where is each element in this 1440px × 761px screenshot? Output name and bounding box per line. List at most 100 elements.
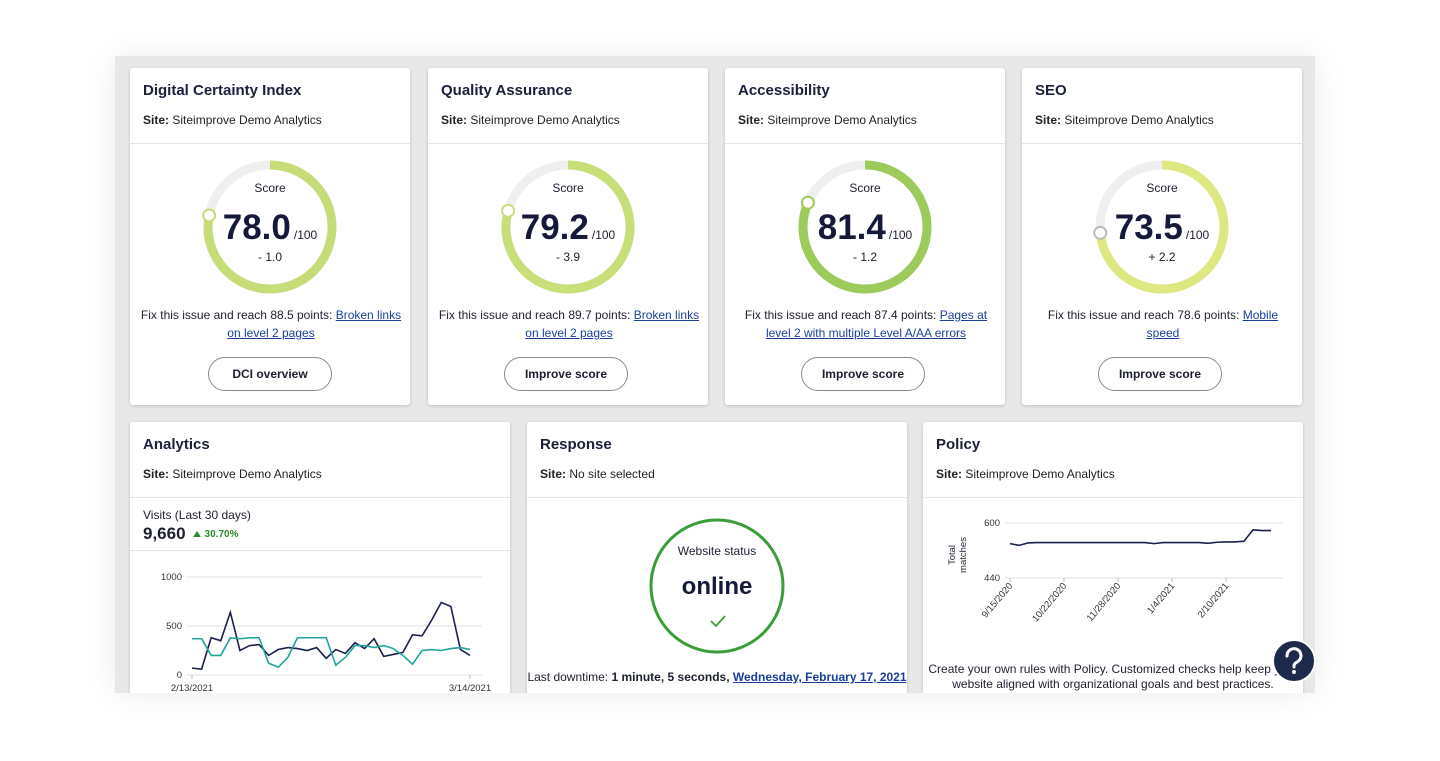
card-title: SEO [1035,82,1067,99]
site-line: Site: Siteimprove Demo Analytics [936,467,1115,481]
score-card: Accessibility Site: Siteimprove Demo Anal… [725,68,1005,405]
divider [130,550,510,551]
site-name: No site selected [569,467,655,481]
score-caption: Score [254,181,286,195]
card-title: Response [540,436,612,453]
score-card: Digital Certainty Index Site: Siteimprove… [130,68,410,405]
dashboard-panel: Digital Certainty Index Site: Siteimprove… [115,56,1315,693]
fix-label: Fix this issue and reach 78.6 points: [1047,308,1240,322]
response-card: Response Site: No site selected Website st… [527,422,907,693]
score-caption: Score [552,181,584,195]
metric-row: 9,660 30.70% [143,524,238,544]
downtime-label: Last downtime: [527,670,609,684]
fix-link[interactable]: Broken links on level 2 pages [525,308,700,340]
help-icon-dot[interactable] [1292,670,1296,674]
y-axis-label: Total matches [947,537,969,573]
score-max: /100 [888,228,913,242]
site-label: Site: [936,467,963,481]
x-tick-label: 2/10/2021 [1196,581,1232,620]
score-change: - 1.2 [852,250,877,264]
status-label: Website status [677,544,757,558]
fix-text: Fix this issue and reach 87.4 points: Pa… [735,306,997,342]
score-max: /100 [591,228,616,242]
policy-card: Policy Site: Siteimprove Demo Analytics 44… [923,422,1303,693]
gauge-marker [1093,225,1108,240]
score-max: /100 [293,228,318,242]
site-name: Siteimprove Demo Analytics [1064,113,1214,127]
x-tick-label: 11/28/2020 [1085,581,1124,624]
status-circle [649,518,785,654]
fix-text: Fix this issue and reach 89.7 points: Br… [438,306,700,342]
fix-label: Fix this issue and reach 88.5 points: [140,308,333,322]
gauge [501,160,635,294]
card-button[interactable]: Improve score [801,357,925,391]
gauge-arc [203,160,337,294]
score-row: 78.0/100 [130,208,410,248]
score-max: /100 [1185,228,1210,242]
gauge-arc [798,160,932,294]
card-button[interactable]: DCI overview [208,357,332,391]
divider [130,497,510,498]
fix-text: Fix this issue and reach 78.6 points: Mo… [1032,306,1294,342]
score-caption: Score [849,181,881,195]
gauge-marker [202,208,217,223]
series-line [191,601,471,670]
score-change: + 2.2 [1148,250,1176,264]
card-title: Digital Certainty Index [143,82,302,99]
site-line: Site: Siteimprove Demo Analytics [1035,113,1214,127]
card-title: Policy [936,436,981,453]
score-change: - 1.0 [257,250,282,264]
score-value: 73.5 [1114,208,1183,247]
policy-description: website aligned with organizational goal… [952,677,1274,691]
site-name: Siteimprove Demo Analytics [470,113,620,127]
fix-label: Fix this issue and reach 87.4 points: [744,308,937,322]
y-tick-label: 500 [166,621,182,632]
card-title: Accessibility [738,82,830,99]
analytics-card: Analytics Site: Siteimprove Demo Analytic… [130,422,510,693]
gauge [1093,160,1229,294]
score-value: 79.2 [520,208,589,247]
site-line: Site: No site selected [540,467,655,481]
y-tick-label: 600 [984,518,1000,529]
site-label: Site: [540,467,567,481]
help-icon[interactable] [1285,647,1303,669]
trend-arrow [192,531,201,537]
gauge [202,160,337,294]
card-title: Analytics [143,436,210,453]
analytics-chart: 0 500 1000 2/13/2021 3/14/2021 [161,572,491,693]
score-card: SEO Site: Siteimprove Demo Analytics Score… [1022,68,1302,405]
score-value: 78.0 [222,208,291,247]
card-button[interactable]: Improve score [504,357,628,391]
trend-arrow-shape [192,531,201,537]
status-check [710,615,726,628]
series-line [192,636,471,669]
site-line: Site: Siteimprove Demo Analytics [143,113,322,127]
card-button[interactable]: Improve score [1098,357,1222,391]
gauge-arc [501,160,635,294]
site-label: Site: [143,467,170,481]
site-label: Site: [1035,113,1062,127]
site-name: Siteimprove Demo Analytics [172,113,322,127]
gauge [798,160,932,294]
downtime-duration: 1 minute, 5 seconds, [611,670,730,684]
metric-label: Visits (Last 30 days) [143,508,251,522]
fix-link[interactable]: Mobile speed [1146,308,1279,340]
downtime-line: Last downtime: 1 minute, 5 seconds, Wedn… [527,670,907,684]
downtime-link[interactable]: Wednesday, February 17, 2021 [732,670,907,684]
fix-label: Fix this issue and reach 89.7 points: [438,308,631,322]
fix-link[interactable]: Broken links on level 2 pages [227,308,402,340]
y-tick-label: 0 [177,670,182,681]
policy-description: Create your own rules with Policy. Custo… [928,662,1298,676]
fix-text: Fix this issue and reach 88.5 points: Br… [140,306,402,342]
divider [1022,143,1302,144]
gauge-marker [501,203,516,218]
help-circle[interactable] [1272,639,1316,683]
score-row: 81.4/100 [725,208,1005,248]
status-ring [649,518,785,654]
fix-link[interactable]: Pages at level 2 with multiple Level A/A… [765,308,988,340]
y-tick-label: 440 [984,573,1000,584]
help-button[interactable] [1271,638,1317,684]
status-value: online [681,573,753,600]
divider [527,497,907,498]
